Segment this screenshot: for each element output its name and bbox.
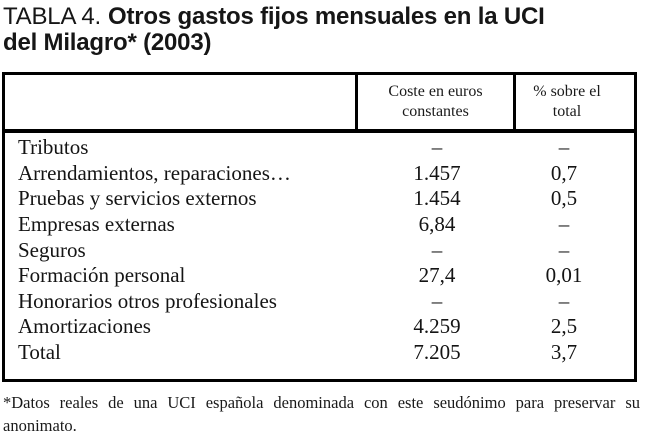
pct-value: 0,5 bbox=[550, 186, 578, 211]
footnote: *Datos reales de una UCI española denomi… bbox=[3, 393, 640, 435]
cost-value: – bbox=[431, 135, 443, 160]
row-label: Empresas externas bbox=[18, 212, 175, 237]
row-label: Total bbox=[18, 340, 61, 365]
pct-value: 3,7 bbox=[550, 340, 578, 365]
pct-value: – bbox=[558, 135, 570, 160]
table-number: TABLA 4. bbox=[3, 3, 102, 30]
cost-value: 1.454 bbox=[413, 186, 461, 211]
row-label: Arrendamientos, reparaciones… bbox=[18, 160, 291, 185]
cost-value: 1.457 bbox=[413, 160, 461, 185]
costs-table: Coste en euros constantes % sobre el tot… bbox=[2, 72, 637, 382]
header-cost-column: Coste en euros constantes bbox=[358, 75, 516, 129]
table-body: Tributos – – Arrendamientos, reparacione… bbox=[5, 133, 634, 379]
header-cost-label: Coste en euros constantes bbox=[388, 83, 483, 120]
header-empty-cell bbox=[5, 75, 358, 129]
table-row: Tributos – – bbox=[5, 135, 634, 161]
row-label: Tributos bbox=[18, 135, 89, 160]
table-row: Arrendamientos, reparaciones… 1.457 0,7 bbox=[5, 161, 634, 187]
table-row: Honorarios otros profesionales – – bbox=[5, 289, 634, 315]
table-row: Empresas externas 6,84 – bbox=[5, 212, 634, 238]
header-pct-label: % sobre el total bbox=[533, 83, 601, 120]
pct-value: – bbox=[558, 288, 570, 313]
row-label: Formación personal bbox=[18, 263, 186, 288]
cost-value: – bbox=[431, 237, 443, 262]
table-row: Pruebas y servicios externos 1.454 0,5 bbox=[5, 186, 634, 212]
cost-value: 27,4 bbox=[418, 263, 456, 288]
pct-value: – bbox=[558, 237, 570, 262]
table-header-row: Coste en euros constantes % sobre el tot… bbox=[5, 75, 634, 133]
cost-value: 6,84 bbox=[418, 212, 456, 237]
title-line-1: TABLA 4. Otros gastos fijos mensuales en … bbox=[3, 4, 643, 30]
pct-value: 0,01 bbox=[545, 263, 583, 288]
pct-value: – bbox=[558, 212, 570, 237]
header-pct-column: % sobre el total bbox=[516, 75, 634, 129]
table-row-total: Total 7.205 3,7 bbox=[5, 340, 634, 366]
table-title: TABLA 4. Otros gastos fijos mensuales en … bbox=[3, 4, 643, 56]
pct-value: 0,7 bbox=[550, 160, 578, 185]
table-row: Amortizaciones 4.259 2,5 bbox=[5, 314, 634, 340]
table-row: Seguros – – bbox=[5, 237, 634, 263]
cost-value: – bbox=[431, 288, 443, 313]
row-label: Amortizaciones bbox=[18, 314, 151, 339]
pct-value: 2,5 bbox=[550, 314, 578, 339]
table-row: Formación personal 27,4 0,01 bbox=[5, 263, 634, 289]
row-label: Pruebas y servicios externos bbox=[18, 186, 257, 211]
row-label: Honorarios otros profesionales bbox=[18, 288, 277, 313]
cost-value: 4.259 bbox=[413, 314, 461, 339]
title-text-line2: del Milagro* (2003) bbox=[3, 29, 212, 56]
row-label: Seguros bbox=[18, 237, 86, 262]
cost-value: 7.205 bbox=[413, 340, 461, 365]
title-text-line1: Otros gastos fijos mensuales en la UCI bbox=[108, 3, 545, 30]
